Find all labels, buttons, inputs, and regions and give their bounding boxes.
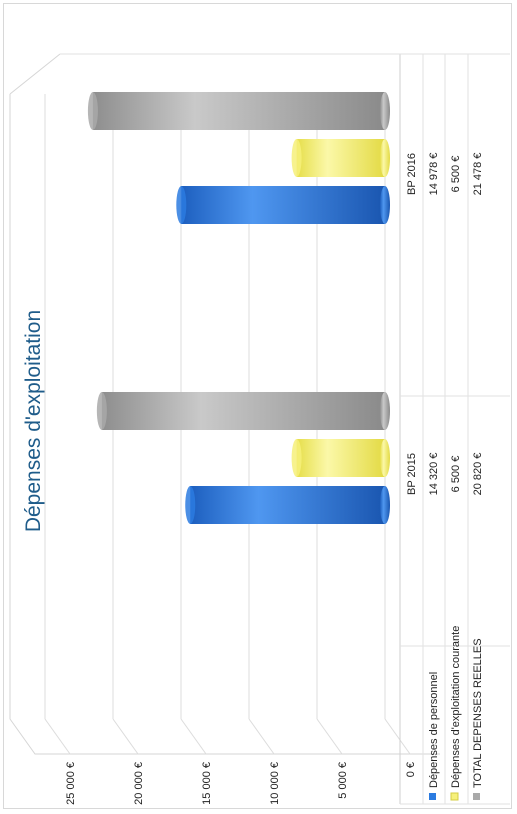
- y-tick-label: 5 000 €: [337, 762, 349, 799]
- bar-body: [190, 486, 385, 524]
- data-label: 21 478 €: [472, 153, 484, 196]
- y-tick-label: 25 000 €: [65, 762, 77, 805]
- gridline-diag: [45, 719, 70, 754]
- bar-cap: [176, 186, 186, 224]
- legend-entry: Dépenses de personnel: [428, 672, 440, 788]
- gridline-diag: [317, 719, 342, 754]
- category-label: BP 2015: [406, 453, 418, 495]
- legend-entry: TOTAL DEPENSES REELLES: [472, 638, 484, 788]
- bar-cap: [97, 392, 107, 430]
- bar-base: [380, 139, 390, 177]
- gridline-diag: [249, 719, 274, 754]
- bar-cap: [292, 139, 302, 177]
- data-label: 6 500 €: [450, 156, 462, 193]
- legend-swatch: [451, 793, 458, 800]
- legend-swatch: [473, 793, 480, 800]
- bar-cap: [292, 439, 302, 477]
- bar-3-bp-2015: [97, 392, 390, 430]
- bar-2-bp-2016: [292, 139, 390, 177]
- bar-base: [380, 92, 390, 130]
- data-label: 6 500 €: [450, 456, 462, 493]
- chart-title: Dépenses d'exploitation: [22, 310, 45, 532]
- bar-base: [380, 439, 390, 477]
- bar-body: [102, 392, 385, 430]
- data-label: 20 820 €: [472, 453, 484, 496]
- data-label: 14 978 €: [428, 153, 440, 196]
- data-label: 14 320 €: [428, 453, 440, 496]
- y-tick-label: 20 000 €: [133, 762, 145, 805]
- y-tick-label: 0 €: [405, 762, 417, 777]
- bar-3-bp-2016: [88, 92, 390, 130]
- bar-base: [380, 486, 390, 524]
- bar-1-bp-2015: [185, 486, 390, 524]
- bar-base: [380, 186, 390, 224]
- bar-cap: [88, 92, 98, 130]
- category-label: BP 2016: [406, 153, 418, 195]
- y-tick-label: 10 000 €: [269, 762, 281, 805]
- bar-body: [297, 439, 385, 477]
- y-tick-label: 15 000 €: [201, 762, 213, 805]
- legend-swatch: [429, 793, 436, 800]
- bar-body: [297, 139, 385, 177]
- gridline-diag: [181, 719, 206, 754]
- bar-2-bp-2015: [292, 439, 390, 477]
- bar-body: [181, 186, 385, 224]
- bar-1-bp-2016: [176, 186, 390, 224]
- bar-body: [93, 92, 385, 130]
- bar-base: [380, 392, 390, 430]
- gridline-diag: [385, 719, 410, 754]
- legend-entry: Dépenses d'exploitation courante: [450, 626, 462, 788]
- bar-cap: [185, 486, 195, 524]
- gridline-diag: [113, 719, 138, 754]
